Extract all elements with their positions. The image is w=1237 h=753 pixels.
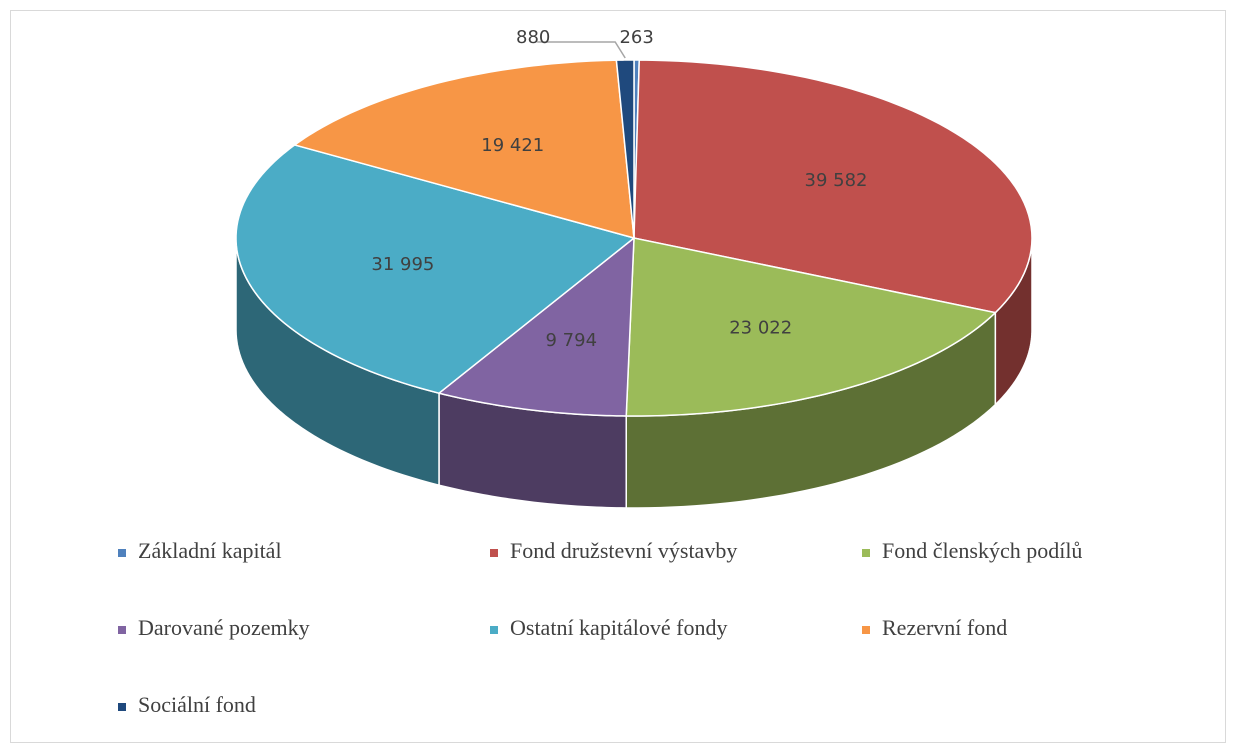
legend-label: Rezervní fond — [882, 615, 1007, 640]
data-label: 9 794 — [546, 330, 598, 351]
pie-slice — [625, 237, 997, 417]
legend-swatch — [862, 626, 870, 634]
legend-swatch — [118, 549, 126, 557]
legend-swatch — [490, 626, 498, 634]
data-label: 263 — [619, 27, 653, 48]
legend-swatch — [118, 703, 126, 711]
pie-slice — [292, 59, 635, 240]
pie-slice — [633, 59, 1033, 314]
legend-label: Sociální fond — [138, 692, 256, 717]
legend-label: Fond družstevní výstavby — [510, 538, 737, 563]
pie-slice — [235, 144, 636, 394]
pie-slice — [615, 59, 635, 239]
legend-label: Fond členských podílů — [882, 538, 1082, 563]
data-label: 23 022 — [729, 318, 792, 339]
pie-slice — [437, 236, 635, 417]
data-label: 39 582 — [805, 170, 868, 191]
data-label: 880 — [516, 27, 550, 48]
leader-line — [537, 41, 626, 59]
legend-swatch — [490, 549, 498, 557]
legend-label: Ostatní kapitálové fondy — [510, 615, 728, 640]
legend-label: Základní kapitál — [138, 538, 282, 563]
data-label: 19 421 — [481, 135, 544, 156]
legend-swatch — [862, 549, 870, 557]
legend-label: Darované pozemky — [138, 615, 310, 640]
legend-swatch — [118, 626, 126, 634]
data-label: 31 995 — [371, 254, 434, 275]
